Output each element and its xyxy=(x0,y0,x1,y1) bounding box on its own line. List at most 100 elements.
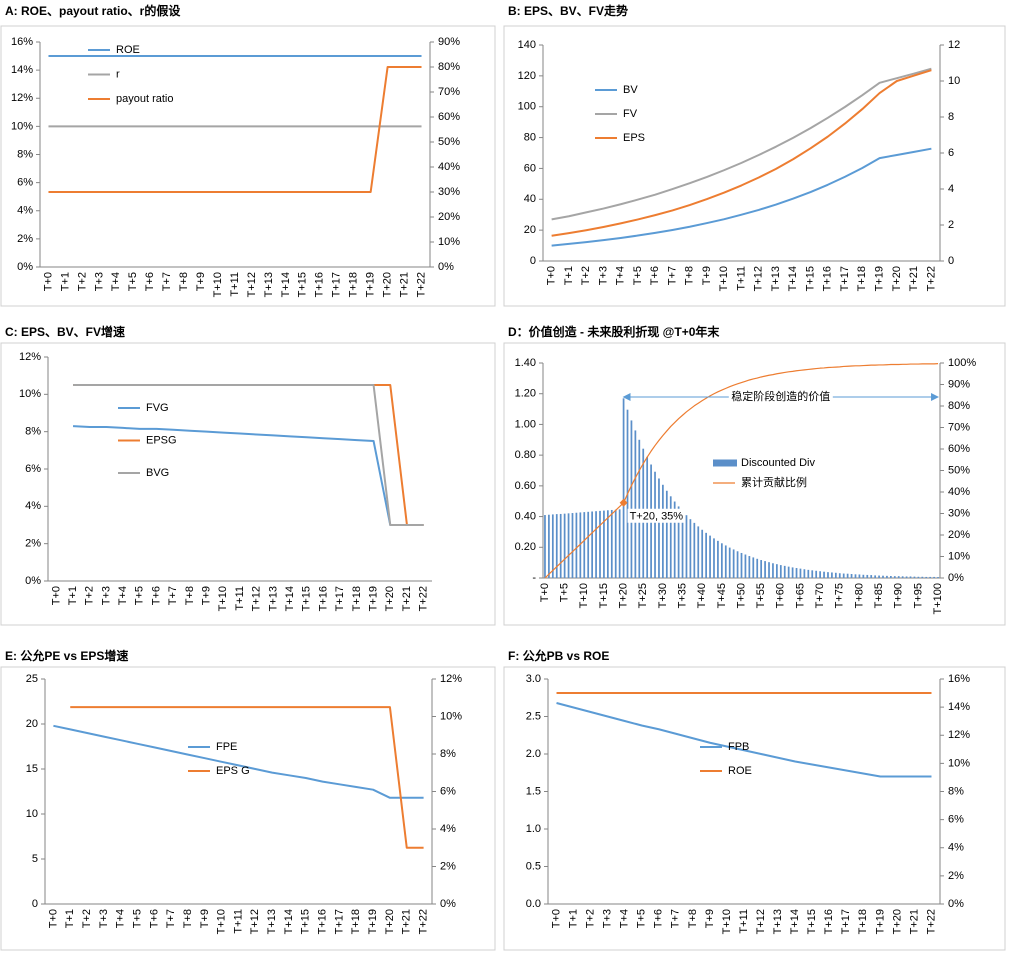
y2-tick-label: 6% xyxy=(948,814,964,826)
bar xyxy=(779,565,782,578)
panel-frame xyxy=(0,666,496,951)
line xyxy=(73,384,424,526)
y-tick-label: 6% xyxy=(17,177,33,189)
line xyxy=(551,147,932,247)
y2-tick-label: 2% xyxy=(440,860,456,872)
y-tick-label: 10 xyxy=(26,808,38,820)
bar xyxy=(705,532,707,578)
bar xyxy=(831,572,833,578)
chart-title: D：价值创造 - 未来股利折现 @T+0年末 xyxy=(508,324,720,339)
bar xyxy=(921,576,924,578)
bar xyxy=(681,510,684,578)
legend-label: ROE xyxy=(728,765,752,777)
bar xyxy=(890,576,892,578)
y2-tick-label: 8% xyxy=(948,785,964,797)
x-tick-label: T+21 xyxy=(908,266,920,291)
y2-tick-label: 0% xyxy=(438,261,454,273)
y-tick-label: 0.80 xyxy=(515,449,536,461)
x-tick-label: T+0 xyxy=(550,909,562,928)
x-tick-label: T+11 xyxy=(229,272,241,297)
panel-frame xyxy=(0,25,496,307)
legend-label: EPS G xyxy=(216,765,250,777)
x-tick-label: T+9 xyxy=(195,272,207,291)
bar xyxy=(838,573,841,578)
x-tick-label: T+17 xyxy=(333,909,345,934)
x-tick-label: T+18 xyxy=(856,266,868,291)
y2-tick-label: 0% xyxy=(440,898,456,910)
panel-frame xyxy=(503,666,1006,951)
bar xyxy=(587,511,590,578)
y2-tick-label: 8 xyxy=(948,111,954,123)
bar xyxy=(595,511,597,578)
bar xyxy=(673,501,676,578)
x-tick-label: T+18 xyxy=(350,909,362,934)
y2-tick-label: 14% xyxy=(948,701,970,713)
chart-title: C: EPS、BV、FV增速 xyxy=(5,324,125,339)
x-tick-label: T+20 xyxy=(617,583,629,608)
x-tick-label: T+2 xyxy=(585,909,597,928)
x-tick-label: T+5 xyxy=(134,586,146,605)
y2-tick-label: 8% xyxy=(440,748,456,760)
y-tick-label: 2.5 xyxy=(526,710,541,722)
x-tick-label: T+1 xyxy=(567,909,579,928)
y-tick-label: 1.0 xyxy=(526,823,541,835)
x-tick-label: T+5 xyxy=(127,272,139,291)
x-tick-label: T+22 xyxy=(925,266,937,291)
x-tick-label: T+17 xyxy=(839,266,851,291)
x-tick-label: T+18 xyxy=(857,909,869,934)
bar xyxy=(791,567,794,578)
y-tick-label: 0 xyxy=(530,255,536,267)
x-tick-label: T+40 xyxy=(696,583,708,608)
line xyxy=(72,425,424,526)
x-tick-label: T+60 xyxy=(775,583,787,608)
y-tick-label: 120 xyxy=(518,70,536,82)
x-tick-label: T+80 xyxy=(853,583,865,608)
x-tick-label: T+5 xyxy=(636,909,648,928)
y2-tick-label: 100% xyxy=(948,357,976,369)
y2-tick-label: 80% xyxy=(438,61,460,73)
x-tick-label: T+6 xyxy=(653,909,665,928)
y-tick-label: 5 xyxy=(32,853,38,865)
y-tick-label: 10% xyxy=(19,388,41,400)
bar xyxy=(689,519,692,578)
bar xyxy=(563,513,566,578)
legend-label: BVG xyxy=(146,467,169,479)
bar xyxy=(709,535,711,578)
x-tick-label: T+4 xyxy=(619,909,631,928)
x-tick-label: T+10 xyxy=(216,909,228,934)
x-tick-label: T+1 xyxy=(563,266,575,285)
y-tick-label: 0% xyxy=(17,261,33,273)
bar xyxy=(886,575,888,578)
y-tick-label: 20 xyxy=(26,718,38,730)
legend-label: FVG xyxy=(146,402,169,414)
y-tick-label: 25 xyxy=(26,673,38,685)
bar xyxy=(807,569,810,578)
bar xyxy=(603,510,605,578)
y2-tick-label: 0% xyxy=(948,572,964,584)
y2-tick-label: 6% xyxy=(440,785,456,797)
bar xyxy=(850,574,853,578)
bar xyxy=(622,398,625,578)
x-tick-label: T+50 xyxy=(735,583,747,608)
bar xyxy=(925,576,928,578)
x-tick-label: T+15 xyxy=(806,909,818,934)
y2-tick-label: 40% xyxy=(438,161,460,173)
y-tick-label: 4% xyxy=(25,500,41,512)
legend-label: FPB xyxy=(728,741,749,753)
y-tick-label: 80 xyxy=(524,131,536,143)
y2-tick-label: 4% xyxy=(948,842,964,854)
x-tick-label: T+14 xyxy=(789,909,801,934)
x-tick-label: T+19 xyxy=(367,909,379,934)
y2-tick-label: 40% xyxy=(948,486,970,498)
bar xyxy=(665,490,668,578)
x-tick-label: T+22 xyxy=(417,909,429,934)
x-tick-label: T+10 xyxy=(217,586,229,611)
x-tick-label: T+15 xyxy=(297,272,309,297)
x-tick-label: T+21 xyxy=(908,909,920,934)
bar xyxy=(614,509,617,578)
bar xyxy=(544,515,546,578)
x-tick-label: T+6 xyxy=(150,586,162,605)
x-tick-label: T+6 xyxy=(148,909,160,928)
x-tick-label: T+6 xyxy=(144,272,156,291)
